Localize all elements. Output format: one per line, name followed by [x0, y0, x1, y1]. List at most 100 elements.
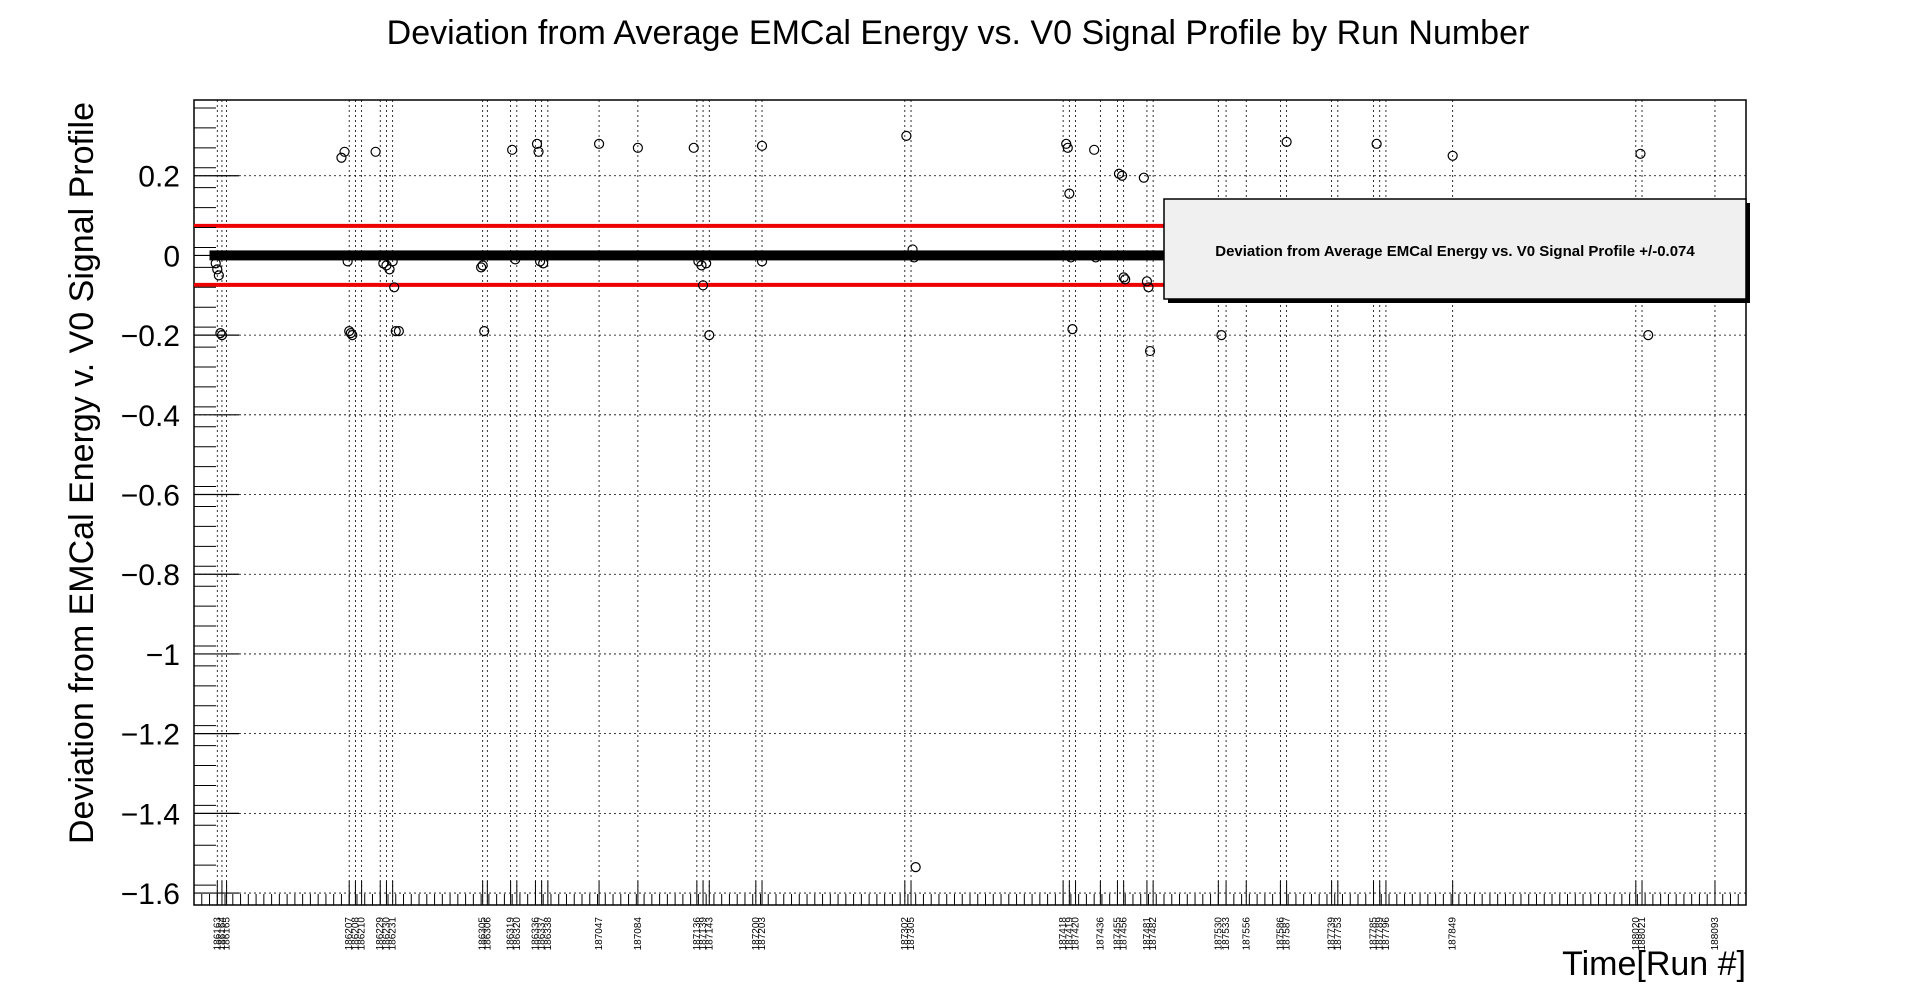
x-tick-label: 187455	[1112, 917, 1123, 951]
x-tick-label: 187143	[704, 917, 715, 951]
data-point	[1065, 252, 1076, 263]
data-point	[393, 326, 404, 337]
data-point	[1113, 168, 1125, 179]
data-point	[1118, 272, 1129, 283]
data-point	[1089, 144, 1100, 155]
x-tick-label: 187587	[1282, 917, 1293, 951]
data-point	[477, 260, 488, 271]
x-tick-label: 186306	[482, 917, 493, 951]
data-point	[1144, 345, 1156, 357]
data-point	[347, 330, 358, 341]
data-point	[701, 258, 712, 269]
x-tick-label: 186231	[388, 917, 399, 951]
x-tick-label: 187556	[1241, 917, 1252, 951]
data-point	[907, 244, 918, 255]
data-point	[593, 138, 605, 149]
x-tick-label: 186319	[506, 917, 517, 951]
x-tick-label: 187586	[1275, 917, 1286, 951]
y-tick-label: 0.2	[138, 161, 180, 194]
data-points	[210, 130, 1654, 873]
y-axis: 0.2 0 −0.2 −0.4 −0.6 −0.8 −1 −1.2 −1.4 −1.6	[121, 107, 239, 911]
x-tick-label: 187789	[1375, 917, 1386, 951]
y-tick-label: −0.8	[121, 559, 180, 592]
data-point	[1643, 330, 1654, 341]
data-point	[756, 140, 768, 151]
data-point	[387, 256, 398, 267]
y-axis-label: Deviation from EMCal Energy v. V0 Signal…	[63, 102, 101, 844]
dense-point-band	[209, 250, 1219, 261]
y-tick-label: −0.6	[121, 480, 180, 513]
x-tick-label: 187047	[594, 917, 605, 951]
x-tick-label: 187302	[900, 917, 911, 951]
data-point	[1120, 274, 1131, 285]
data-point	[538, 258, 549, 269]
x-tick-label: 186338	[543, 917, 554, 951]
y-tick-label: −0.2	[121, 320, 180, 353]
data-point	[476, 262, 487, 273]
data-point	[697, 280, 709, 291]
x-tick-label: 187753	[1333, 917, 1344, 951]
x-tick-label: 187418	[1058, 917, 1069, 951]
data-point	[378, 258, 389, 269]
data-point	[1138, 172, 1149, 183]
data-point	[534, 256, 546, 267]
data-point	[212, 264, 223, 275]
data-point	[1062, 142, 1073, 153]
data-point	[1635, 148, 1646, 159]
data-point	[1447, 150, 1458, 161]
x-tick-label: 186230	[381, 917, 392, 951]
x-tick-label: 186229	[375, 917, 386, 951]
data-point	[533, 146, 544, 157]
data-point	[339, 146, 350, 157]
x-tick-label: 186165	[222, 917, 233, 951]
data-point	[390, 326, 401, 337]
dense-data-band	[209, 250, 1219, 261]
x-tick-label: 188021	[1637, 917, 1648, 951]
data-point	[1090, 252, 1101, 263]
legend-box: Deviation from Average EMCal Energy vs. …	[1163, 198, 1750, 303]
y-tick-label: −0.4	[121, 400, 180, 433]
data-point	[1141, 276, 1153, 287]
x-tick-label: 187481	[1142, 917, 1153, 951]
x-tick-label: 186164	[217, 917, 228, 951]
x-tick-label: 188093	[1710, 917, 1721, 951]
x-tick-label: 187785	[1369, 917, 1380, 951]
data-point	[389, 282, 400, 293]
x-tick-label: 187203	[757, 917, 768, 951]
data-point	[909, 252, 920, 263]
legend-background	[1163, 198, 1747, 300]
x-tick-label: 188020	[1631, 917, 1642, 951]
grid-lines	[194, 100, 1746, 905]
x-tick-label: 186305	[478, 917, 489, 951]
data-point	[1281, 136, 1292, 147]
x-tick-label: 186210	[357, 917, 368, 951]
legend-label: Deviation from Average EMCal Energy vs. …	[1215, 243, 1695, 260]
data-point	[632, 142, 643, 153]
y-tick-label: −1.2	[121, 719, 180, 752]
data-point	[531, 138, 543, 149]
y-tick-label: −1	[146, 639, 180, 672]
x-tick-label: 187796	[1381, 917, 1392, 951]
data-point	[1371, 138, 1382, 149]
x-tick-label: 186337	[537, 917, 548, 951]
x-tick-label: 187482	[1148, 917, 1159, 951]
data-point	[213, 270, 224, 281]
y-tick-label: −1.4	[121, 798, 180, 831]
x-tick-label: 187530	[1213, 917, 1224, 951]
data-point	[901, 130, 912, 141]
data-point	[756, 256, 768, 267]
data-point	[1067, 324, 1078, 335]
data-point	[510, 254, 521, 265]
x-tick-label: 187136	[692, 917, 703, 951]
x-tick-label: 187200	[751, 917, 762, 951]
data-point	[1216, 330, 1227, 341]
data-point	[696, 260, 707, 271]
data-point	[910, 862, 921, 873]
x-tick-label: 186163	[212, 917, 223, 951]
data-point	[688, 142, 699, 153]
data-point	[1116, 170, 1128, 181]
y-tick-label: 0	[163, 240, 180, 273]
data-point	[479, 326, 490, 337]
